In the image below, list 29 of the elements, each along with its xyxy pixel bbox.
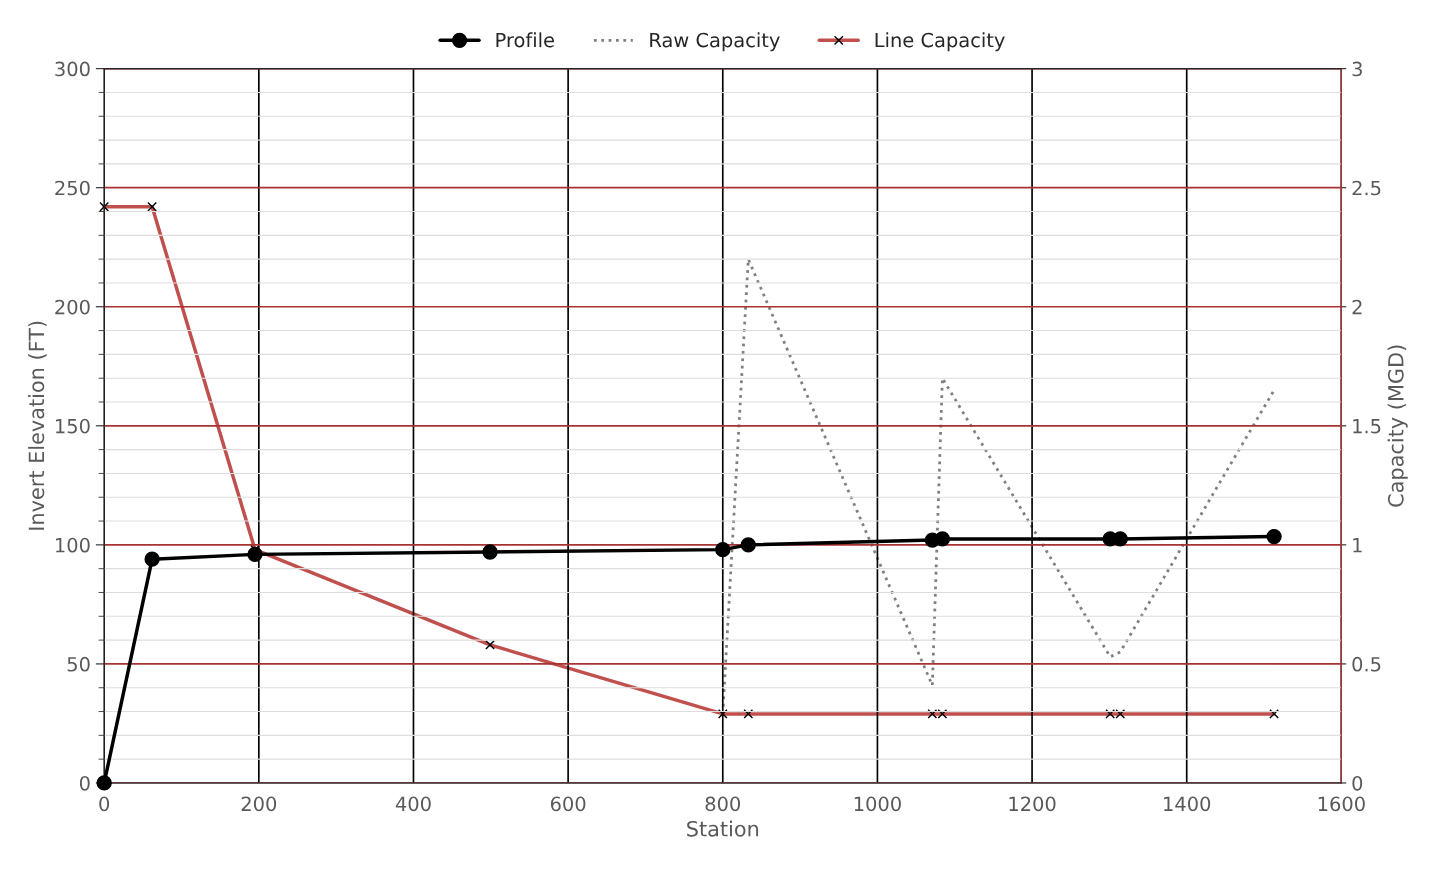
x-tick-label: 200 xyxy=(241,796,277,812)
y2-tick-label: 2 xyxy=(1352,299,1362,315)
y-tick-label: 250 xyxy=(55,180,90,196)
y-tick-label: 100 xyxy=(56,537,90,553)
y-tick-label: 200 xyxy=(55,299,90,315)
y-tick-label: 0 xyxy=(79,775,90,791)
legend-label: Raw Capacity xyxy=(650,32,780,52)
y-axis-title: Invert Elevation (FT) xyxy=(28,321,47,530)
y2-axis-title: Capacity (MGD) xyxy=(1387,345,1408,507)
y2-tick-label: 0 xyxy=(1352,775,1363,791)
x-tick-label: 1600 xyxy=(1318,796,1365,812)
x-axis-title: Station xyxy=(687,820,759,837)
x-tick-label: 400 xyxy=(395,796,431,812)
y2-tick-label: 0.5 xyxy=(1352,656,1381,672)
y2-tick-label: 1.5 xyxy=(1353,419,1381,434)
y-tick-label: 150 xyxy=(56,418,90,434)
x-tick-label: 1400 xyxy=(1164,796,1211,812)
y2-tick-label: 3 xyxy=(1352,61,1362,77)
y2-tick-label: 1 xyxy=(1353,538,1362,553)
x-tick-label: 1200 xyxy=(1009,796,1056,812)
y-tick-label: 50 xyxy=(67,656,90,672)
x-tick-label: 1000 xyxy=(854,796,901,812)
y-tick-label: 300 xyxy=(55,61,90,77)
y2-tick-label: 2.5 xyxy=(1352,180,1381,196)
x-tick-label: 800 xyxy=(705,796,741,812)
x-tick-label: 600 xyxy=(550,796,586,812)
legend-label: Profile xyxy=(496,32,554,48)
legend-label: Line Capacity xyxy=(875,32,1005,52)
x-tick-label: 0 xyxy=(99,796,110,812)
